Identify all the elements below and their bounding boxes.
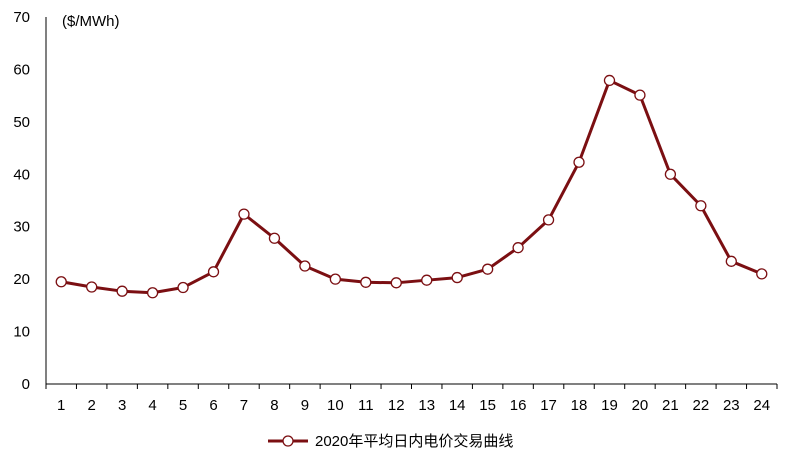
data-point-12 (390, 277, 402, 289)
data-point-14 (451, 271, 463, 284)
x-axis-ticks (45, 384, 778, 389)
x-tick-label-15: 15 (479, 397, 496, 414)
data-point-5 (177, 281, 189, 294)
data-point-23 (725, 255, 737, 267)
x-tick-label-17: 17 (540, 397, 557, 414)
y-tick-label-50: 50 (13, 114, 30, 131)
data-point-11 (360, 276, 372, 288)
x-tick-label-10: 10 (327, 397, 344, 414)
x-tick-label-5: 5 (179, 397, 187, 414)
y-tick-label-60: 60 (13, 61, 30, 78)
x-tick-label-20: 20 (632, 397, 649, 414)
series-line-0 (59, 78, 764, 295)
data-point-8 (268, 232, 281, 244)
series-group (55, 74, 768, 299)
data-point-9 (299, 260, 311, 272)
data-point-10 (329, 273, 342, 285)
x-tick-label-3: 3 (118, 397, 126, 414)
y-tick-label-20: 20 (13, 271, 30, 288)
x-tick-label-8: 8 (270, 397, 278, 414)
x-tick-label-21: 21 (662, 397, 679, 414)
x-tick-label-13: 13 (418, 397, 435, 414)
data-point-6 (207, 266, 220, 278)
data-point-13 (421, 274, 433, 286)
x-tick-label-7: 7 (240, 397, 248, 414)
legend-label: 2020年平均日内电价交易曲线 (315, 432, 513, 450)
y-tick-label-10: 10 (13, 324, 30, 341)
data-point-18 (573, 156, 585, 168)
y-axis-tick-labels: 0 10 20 30 40 50 60 70 (13, 9, 30, 393)
data-point-17 (542, 214, 555, 226)
x-tick-label-22: 22 (693, 397, 710, 414)
x-tick-label-9: 9 (301, 397, 309, 414)
data-point-1 (55, 276, 67, 288)
x-tick-label-2: 2 (88, 397, 96, 414)
data-point-16 (512, 242, 524, 254)
data-point-22 (695, 200, 707, 212)
x-tick-label-19: 19 (601, 397, 618, 414)
x-tick-label-6: 6 (209, 397, 217, 414)
data-point-15 (481, 263, 494, 275)
data-point-7 (238, 208, 250, 220)
data-point-3 (116, 285, 128, 297)
x-tick-label-4: 4 (148, 397, 156, 414)
y-axis-unit-label: ($/MWh) (62, 13, 120, 30)
x-tick-label-23: 23 (723, 397, 740, 414)
x-axis-tick-labels: 1 2 3 4 5 6 7 8 9 10 11 12 13 14 15 16 17 18 19 20 21 22 23 24 (57, 397, 770, 414)
y-tick-label-40: 40 (13, 166, 30, 183)
x-tick-label-14: 14 (449, 397, 466, 414)
x-tick-label-16: 16 (510, 397, 527, 414)
data-point-19 (603, 74, 616, 87)
y-tick-label-70: 70 (13, 9, 30, 26)
data-point-20 (634, 89, 646, 101)
y-tick-label-0: 0 (22, 376, 30, 393)
x-tick-label-11: 11 (358, 397, 374, 414)
data-point-2 (86, 281, 98, 293)
legend: 2020年平均日内电价交易曲线 (268, 432, 513, 450)
x-tick-label-12: 12 (388, 397, 405, 414)
legend-marker-swatch (282, 435, 294, 447)
data-point-24 (756, 268, 768, 280)
y-tick-label-30: 30 (13, 219, 30, 236)
data-point-4 (146, 287, 159, 299)
x-tick-label-18: 18 (571, 397, 588, 414)
data-point-21 (664, 168, 677, 180)
x-tick-label-1: 1 (57, 397, 65, 414)
x-tick-label-24: 24 (753, 397, 770, 414)
